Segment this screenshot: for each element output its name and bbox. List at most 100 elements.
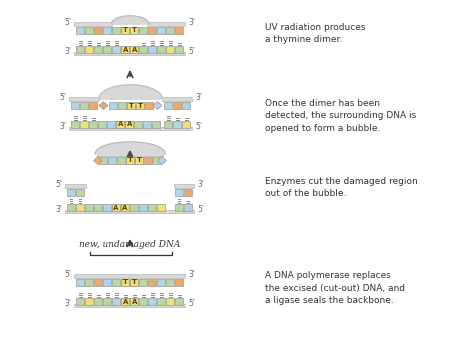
Bar xyxy=(148,204,156,211)
Text: 3': 3' xyxy=(55,205,62,214)
Polygon shape xyxy=(93,157,102,164)
Bar xyxy=(126,157,134,164)
Text: A: A xyxy=(132,299,137,304)
Bar xyxy=(139,204,147,211)
Bar xyxy=(103,204,111,211)
Bar xyxy=(130,27,138,34)
Text: 3': 3' xyxy=(189,18,195,27)
Text: T: T xyxy=(132,279,137,285)
Text: A: A xyxy=(127,121,132,127)
Bar xyxy=(74,52,185,55)
Bar xyxy=(117,121,125,128)
Text: T: T xyxy=(129,102,134,108)
Bar xyxy=(121,204,129,211)
Text: 5': 5' xyxy=(195,122,202,131)
Text: T: T xyxy=(132,27,137,34)
Text: T: T xyxy=(123,27,128,34)
Text: A: A xyxy=(122,204,128,211)
Bar xyxy=(157,27,165,34)
Bar xyxy=(121,46,129,53)
Bar xyxy=(94,27,102,34)
Bar xyxy=(130,298,138,305)
Bar xyxy=(121,279,129,286)
Text: A DNA polymerase replaces
the excised (cut-out) DNA, and
a ligase seals the back: A DNA polymerase replaces the excised (c… xyxy=(265,271,405,305)
Bar xyxy=(173,121,182,128)
Text: 3': 3' xyxy=(64,47,72,56)
Bar xyxy=(112,27,120,34)
Bar xyxy=(121,204,129,211)
Text: 3': 3' xyxy=(195,93,202,102)
Bar xyxy=(121,298,129,305)
Text: 5': 5' xyxy=(189,47,195,56)
Bar xyxy=(90,121,98,128)
Bar xyxy=(166,46,174,53)
Polygon shape xyxy=(157,157,166,164)
Bar xyxy=(74,274,185,278)
Bar xyxy=(175,46,183,53)
Bar xyxy=(175,279,183,286)
Bar xyxy=(130,27,138,34)
Text: T: T xyxy=(123,279,128,285)
Bar xyxy=(139,46,147,53)
Text: UV radiation produces
a thymine dimer.: UV radiation produces a thymine dimer. xyxy=(265,23,365,44)
Bar xyxy=(130,46,138,53)
Bar xyxy=(121,298,129,305)
Text: 3': 3' xyxy=(197,180,204,189)
Bar xyxy=(164,102,173,109)
Bar xyxy=(81,121,89,128)
Text: 5': 5' xyxy=(64,270,72,279)
Bar xyxy=(135,157,143,164)
Bar xyxy=(153,121,161,128)
Bar xyxy=(109,102,118,109)
Text: A: A xyxy=(123,299,128,304)
Bar xyxy=(72,102,80,109)
Bar xyxy=(148,298,156,305)
Bar xyxy=(135,121,143,128)
Bar xyxy=(148,46,156,53)
Bar xyxy=(128,102,136,109)
Bar xyxy=(112,204,120,211)
Bar xyxy=(72,121,80,128)
Bar xyxy=(121,27,129,34)
Text: 3': 3' xyxy=(189,270,195,279)
Bar xyxy=(76,27,84,34)
Bar xyxy=(108,121,116,128)
Bar xyxy=(139,27,147,34)
Bar xyxy=(157,298,165,305)
Text: A: A xyxy=(132,46,137,53)
Bar xyxy=(67,204,75,211)
Bar xyxy=(74,22,112,25)
Bar xyxy=(94,46,102,53)
Text: Once the dimer has been
detected, the surrounding DNA is
opened to form a bubble: Once the dimer has been detected, the su… xyxy=(265,99,416,133)
Bar xyxy=(65,184,86,187)
Bar xyxy=(126,157,134,164)
Bar xyxy=(112,298,120,305)
Bar xyxy=(139,298,147,305)
Polygon shape xyxy=(153,101,162,109)
Bar xyxy=(184,189,192,196)
Bar xyxy=(175,204,183,211)
Bar xyxy=(103,27,111,34)
Bar xyxy=(137,102,145,109)
Bar xyxy=(162,97,192,100)
Bar xyxy=(175,298,183,305)
Bar xyxy=(175,189,183,196)
Bar xyxy=(70,97,99,100)
Bar xyxy=(103,298,111,305)
Bar xyxy=(121,46,129,53)
Bar xyxy=(182,102,191,109)
Bar xyxy=(135,157,143,164)
Text: 5': 5' xyxy=(64,18,72,27)
Bar xyxy=(81,102,89,109)
Bar xyxy=(126,121,134,128)
Text: T: T xyxy=(128,158,133,163)
Text: A: A xyxy=(118,121,123,127)
Bar xyxy=(117,157,125,164)
Bar xyxy=(67,189,75,196)
Bar xyxy=(76,298,84,305)
Bar xyxy=(112,279,120,286)
Bar xyxy=(103,279,111,286)
Text: 5': 5' xyxy=(60,93,66,102)
Bar xyxy=(153,157,161,164)
Bar xyxy=(94,279,102,286)
